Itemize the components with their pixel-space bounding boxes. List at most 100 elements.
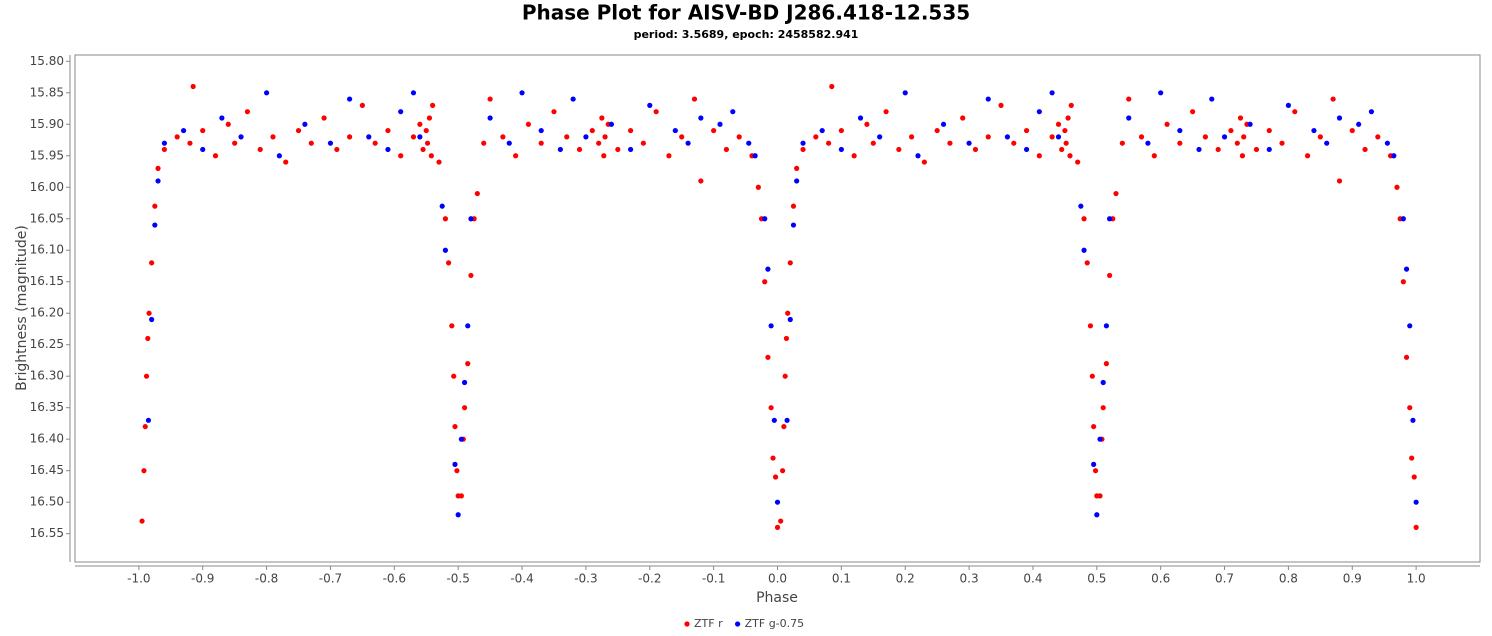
data-point (857, 115, 864, 121)
data-point (1097, 436, 1103, 442)
data-point (146, 310, 152, 316)
data-point (276, 153, 282, 159)
data-point (746, 140, 752, 146)
y-tick-label: 16.25 (30, 337, 64, 351)
data-point (465, 361, 471, 367)
data-point (596, 140, 602, 146)
x-tick-label: 0.8 (1279, 572, 1298, 586)
data-point (794, 165, 800, 171)
legend-marker (735, 621, 741, 627)
data-point (1234, 140, 1240, 146)
data-point (877, 134, 883, 140)
data-point (161, 140, 168, 146)
data-point (765, 354, 771, 360)
data-point (487, 96, 493, 102)
data-point (420, 146, 426, 153)
x-tick-label: 0.6 (1151, 572, 1170, 586)
data-point (152, 222, 158, 228)
data-point (813, 134, 819, 140)
data-point (455, 512, 461, 518)
data-point (155, 165, 161, 171)
data-point (1384, 140, 1390, 146)
data-point (1145, 140, 1151, 146)
x-tick-label: 0.1 (832, 572, 851, 586)
data-point (985, 96, 991, 102)
data-point (1209, 96, 1215, 102)
data-point (468, 272, 474, 279)
data-point (1075, 159, 1081, 165)
data-point (1097, 493, 1103, 499)
data-point (1391, 153, 1397, 159)
data-point (770, 455, 776, 461)
data-point (525, 121, 532, 127)
x-tick-label: 0.4 (1023, 572, 1042, 586)
data-point (461, 379, 468, 386)
data-point (768, 405, 774, 411)
data-point (1336, 115, 1343, 121)
data-point (1011, 140, 1017, 146)
data-point (774, 524, 781, 530)
data-point (1311, 127, 1317, 134)
y-tick-label: 15.95 (30, 148, 64, 162)
data-point (174, 134, 180, 140)
data-point (161, 146, 168, 153)
data-point (1317, 134, 1323, 140)
y-tick-label: 16.35 (30, 400, 64, 414)
data-point (232, 140, 238, 146)
x-tick-label: 0.9 (1343, 572, 1362, 586)
data-point (1177, 140, 1183, 146)
data-point (145, 417, 152, 423)
data-point (1151, 153, 1157, 159)
data-point (576, 146, 583, 153)
data-point (225, 121, 231, 127)
data-point (1062, 127, 1068, 134)
data-point (187, 140, 193, 146)
data-point (829, 83, 835, 90)
y-tick-label: 16.10 (30, 243, 64, 257)
data-point (452, 461, 458, 467)
data-point (519, 90, 525, 96)
data-point (1087, 323, 1094, 329)
data-point (244, 109, 251, 115)
data-point (436, 159, 442, 165)
data-point (152, 203, 158, 209)
x-tick-label: 0.7 (1215, 572, 1234, 586)
data-point (1403, 266, 1410, 272)
data-point (155, 178, 161, 184)
data-point (790, 203, 797, 209)
data-point (1078, 203, 1084, 209)
data-point (1349, 127, 1355, 134)
data-point (679, 134, 685, 140)
data-point (780, 468, 786, 474)
data-point (439, 203, 445, 209)
data-point (711, 127, 717, 134)
data-point (985, 134, 991, 140)
chart-title: Phase Plot for AISV-BD J286.418-12.535 (522, 1, 970, 25)
data-point (1202, 134, 1208, 140)
data-point (1410, 417, 1416, 423)
data-point (1400, 216, 1406, 222)
data-point (1158, 90, 1164, 96)
data-point (787, 260, 793, 266)
x-tick-label: -0.2 (638, 572, 661, 586)
data-point (200, 127, 206, 134)
x-tick-label: 1.0 (1407, 572, 1426, 586)
legend-label: ZTF g-0.75 (745, 617, 805, 630)
data-point (883, 109, 889, 115)
data-point (698, 115, 704, 121)
data-point (1065, 115, 1071, 121)
data-point (1409, 455, 1415, 461)
data-point (1285, 102, 1292, 108)
data-point (359, 102, 365, 108)
data-point (1190, 109, 1196, 115)
data-point (1023, 127, 1030, 134)
data-point (465, 323, 471, 329)
data-point (145, 335, 151, 342)
data-point (302, 121, 308, 127)
data-point (785, 310, 791, 316)
data-point (347, 134, 353, 140)
data-point (1081, 247, 1087, 253)
data-point (149, 316, 155, 323)
data-point (257, 146, 263, 153)
